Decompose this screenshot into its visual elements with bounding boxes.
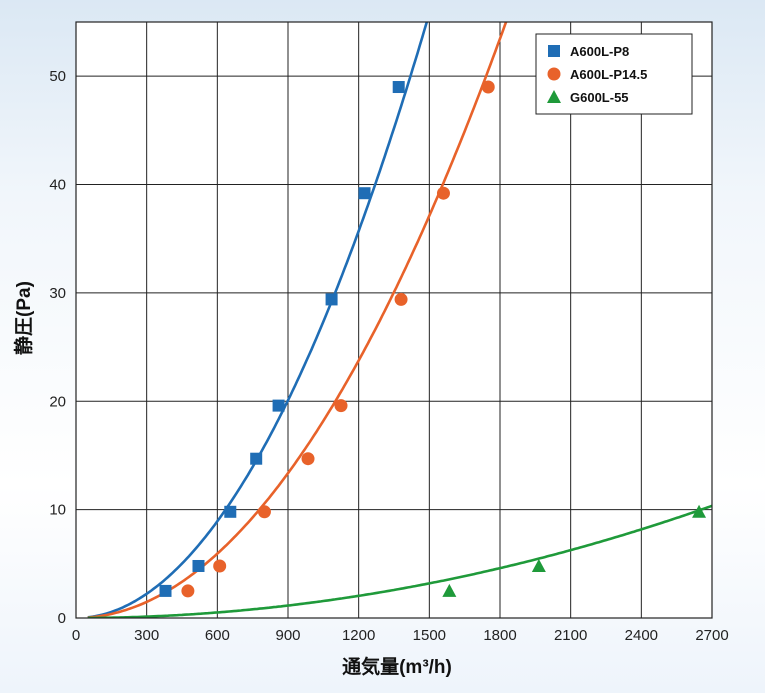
x-axis-title: 通気量(m³/h)	[342, 655, 452, 678]
data-point	[436, 186, 450, 200]
data-point	[159, 584, 172, 597]
x-tick-label: 1500	[413, 627, 446, 644]
legend-label: A600L-P8	[570, 44, 629, 59]
legend-marker	[547, 67, 561, 81]
data-point	[224, 505, 237, 518]
fit-curve-g600l-55	[87, 504, 712, 618]
x-tick-label: 600	[205, 627, 230, 644]
data-point	[481, 80, 495, 94]
data-point	[692, 504, 707, 518]
data-point	[181, 584, 195, 598]
legend-marker	[547, 90, 561, 103]
y-tick-label: 10	[49, 502, 66, 519]
data-point	[394, 292, 408, 306]
plot-frame	[75, 21, 713, 619]
y-tick-label: 0	[58, 610, 66, 627]
y-tick-label: 20	[49, 393, 66, 410]
data-point	[257, 505, 271, 519]
data-point	[325, 293, 338, 306]
legend-label: A600L-P14.5	[570, 67, 647, 82]
x-tick-label: 2700	[695, 627, 728, 644]
y-tick-label: 30	[49, 285, 66, 302]
y-tick-label: 40	[49, 177, 66, 194]
legend-box	[535, 33, 693, 115]
x-tick-label: 300	[134, 627, 159, 644]
legend-marker	[548, 45, 560, 57]
data-point	[358, 187, 371, 200]
y-axis-title: 静圧(Pa)	[12, 281, 35, 355]
data-point	[334, 399, 348, 413]
x-tick-label: 1200	[342, 627, 375, 644]
data-point	[442, 583, 457, 597]
legend-label: G600L-55	[570, 90, 629, 105]
data-point	[392, 81, 405, 94]
data-point	[192, 559, 205, 572]
data-point	[531, 558, 546, 572]
x-tick-label: 900	[275, 627, 300, 644]
data-point	[301, 452, 315, 466]
x-tick-label: 1800	[483, 627, 516, 644]
fit-curve-a600l-p8	[87, 22, 429, 618]
plot-area	[76, 22, 712, 618]
data-point	[250, 452, 263, 465]
x-tick-label: 2400	[625, 627, 658, 644]
data-point	[213, 559, 227, 573]
data-point	[272, 399, 285, 412]
y-tick-label: 50	[49, 68, 66, 85]
x-tick-label: 2100	[554, 627, 587, 644]
x-tick-label: 0	[72, 627, 80, 644]
